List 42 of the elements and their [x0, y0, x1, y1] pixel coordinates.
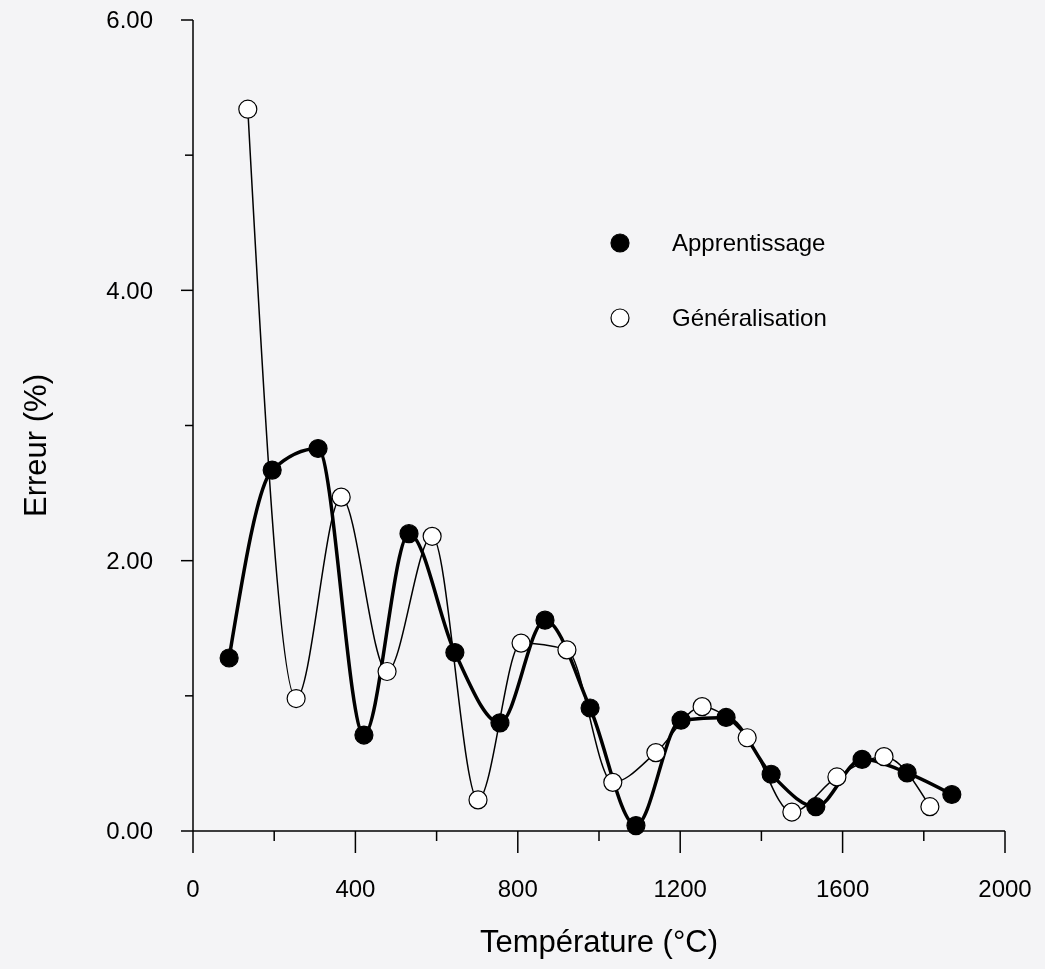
legend-label: Généralisation: [672, 304, 827, 332]
point: [626, 816, 646, 836]
point: [445, 643, 465, 663]
point: [716, 707, 736, 728]
point: [761, 764, 781, 784]
x-tick-label: 400: [335, 875, 376, 902]
x-tick-label: 1200: [653, 875, 707, 902]
point: [782, 802, 802, 822]
x-tick-label: 0: [186, 875, 200, 902]
point: [286, 688, 306, 709]
y-tick-label: 6.00: [106, 6, 153, 34]
x-tick-label: 800: [497, 875, 538, 902]
point: [468, 790, 488, 810]
y-axis-title: Erreur (%): [18, 374, 53, 517]
x-tick-label: 1600: [815, 875, 870, 902]
x-tick-label: 2000: [978, 875, 1032, 902]
point: [422, 526, 442, 546]
point: [646, 743, 666, 763]
legend-label: Apprentissage: [672, 229, 826, 257]
point: [874, 747, 894, 767]
point: [671, 710, 691, 730]
point: [920, 797, 940, 817]
y-tick-label: 0.00: [106, 817, 153, 845]
point: [806, 797, 826, 817]
point: [331, 487, 351, 507]
point: [377, 661, 397, 682]
point: [737, 728, 757, 748]
point: [692, 697, 712, 717]
y-tick-label: 4.00: [106, 276, 153, 304]
point: [399, 524, 419, 544]
point: [354, 725, 374, 745]
x-axis-title: Température (°C): [479, 924, 719, 959]
point: [535, 610, 555, 630]
point: [603, 772, 623, 792]
point: [511, 633, 531, 653]
point: [942, 784, 962, 805]
point: [827, 767, 847, 787]
point: [308, 438, 328, 459]
y-tick-label: 2.00: [106, 547, 153, 575]
point: [219, 648, 239, 668]
point: [238, 99, 258, 119]
point: [557, 640, 577, 660]
